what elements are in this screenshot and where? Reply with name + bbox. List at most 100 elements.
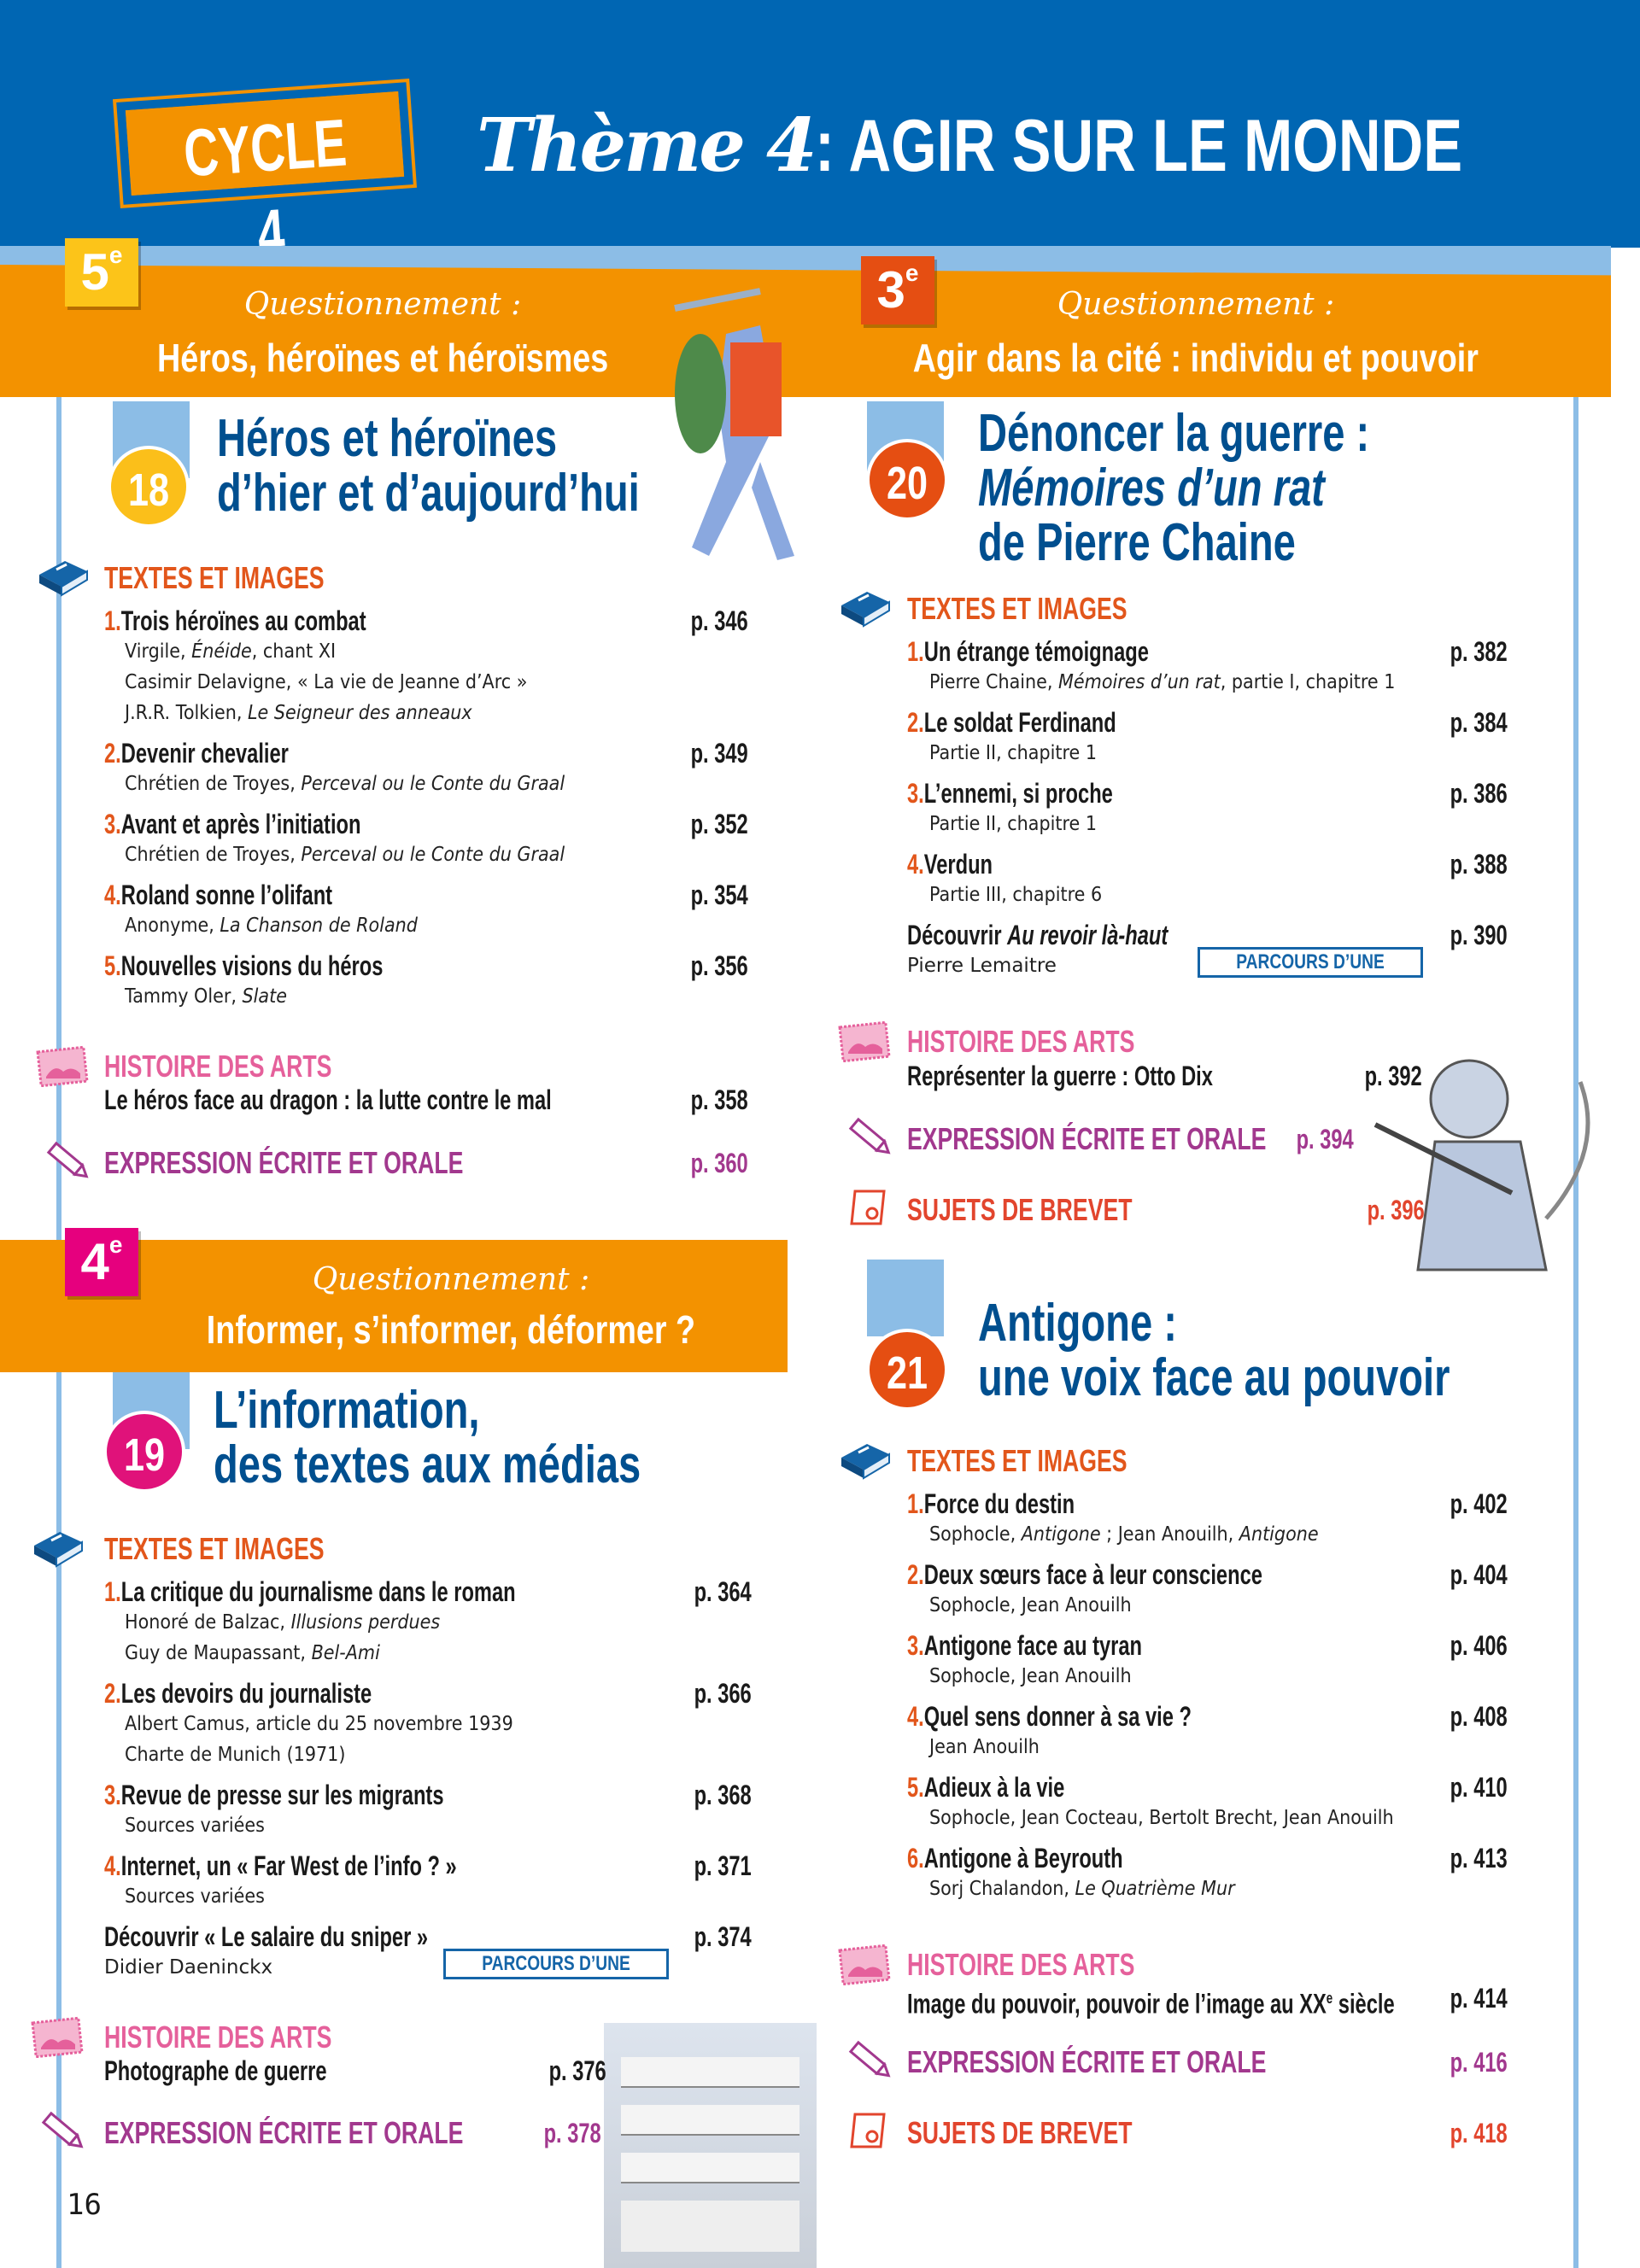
chapter-number: 20 (866, 439, 948, 521)
brevet-heading[interactable]: SUJETS DE BREVET (907, 2116, 1211, 2150)
item-name: Un étrange témoignage (923, 636, 1149, 667)
discover-title[interactable]: Découvrir « Le salaire du sniper » (104, 1921, 542, 1952)
discover-author: Pierre Lemaitre (907, 955, 1057, 977)
item-title[interactable]: 3.Antigone face au tyran (907, 1630, 1225, 1661)
grade-badge-5e: 5e (65, 238, 138, 307)
item-source-text: J.R.R. Tolkien, Le Seigneur des anneaux (125, 698, 472, 728)
source-segment: Partie II, chapitre 1 (929, 813, 1098, 835)
grade-badge-3e: 3e (861, 256, 934, 324)
brevet-heading[interactable]: SUJETS DE BREVET (907, 1193, 1211, 1227)
item-source: Sophocle, Antigone ; Jean Anouilh, Antig… (929, 1519, 1362, 1550)
item-title-text: 1.Force du destin (907, 1488, 1075, 1519)
page-ref[interactable]: p. 354 (577, 880, 748, 910)
page-ref[interactable]: p. 360 (577, 1148, 748, 1178)
item-title[interactable]: 5.Adieux à la vie (907, 1772, 1120, 1803)
page-ref[interactable]: p. 413 (1337, 1843, 1508, 1873)
expression-heading[interactable]: EXPRESSION ÉCRITE ET ORALE (907, 2045, 1392, 2079)
item-source: Sources variées (125, 1881, 280, 1912)
page-ref[interactable]: p. 384 (1337, 707, 1508, 738)
page-ref[interactable]: p. 378 (430, 2118, 601, 2148)
page-ref-text: p. 374 (694, 1921, 752, 1952)
item-number: 4. (907, 849, 924, 880)
page-ref[interactable]: p. 396 (1254, 1195, 1425, 1225)
item-title-text: 2.Devenir chevalier (104, 738, 289, 769)
item-title-text: 3.Antigone face au tyran (907, 1630, 1142, 1661)
arts-heading: HISTOIRE DES ARTS (104, 2020, 412, 2055)
page-ref[interactable]: p. 416 (1337, 2047, 1508, 2078)
item-title[interactable]: 4.Quel sens donner à sa vie ? (907, 1701, 1292, 1732)
item-title[interactable]: 5.Nouvelles visions du héros (104, 950, 481, 981)
item-number: 3. (907, 778, 924, 809)
item-title[interactable]: 1.Trois héroïnes au combat (104, 605, 458, 636)
page-ref[interactable]: p. 404 (1337, 1559, 1508, 1590)
item-title[interactable]: 1.Un étrange témoignage (907, 636, 1233, 667)
pencil-icon (843, 2038, 896, 2081)
source-segment: Slate (242, 985, 287, 1008)
page-ref[interactable]: p. 394 (1183, 1124, 1354, 1154)
item-title[interactable]: 3.Avant et après l’initiation (104, 809, 451, 839)
chapter-title: Héros et héroïnes d’hier et d’aujourd’hui (217, 412, 773, 521)
page-ref[interactable]: p. 349 (577, 738, 748, 769)
item-title[interactable]: 2.Deux sœurs face à leur conscience (907, 1559, 1387, 1590)
item-source: Sophocle, Jean Anouilh (929, 1590, 1154, 1621)
item-title[interactable]: 4.Roland sonne l’olifant (104, 880, 413, 910)
page-ref[interactable]: p. 406 (1337, 1630, 1508, 1661)
item-name: Antigone face au tyran (923, 1630, 1143, 1661)
item-title[interactable]: 1.Force du destin (907, 1488, 1133, 1519)
item-title[interactable]: 6.Antigone à Beyrouth (907, 1843, 1198, 1873)
book-icon (838, 1439, 891, 1482)
arts-title-text: Le héros face au dragon : la lutte contr… (104, 1084, 552, 1115)
questionnement-title: Agir dans la cité : individu et pouvoir (912, 336, 1479, 380)
item-title[interactable]: 1.La critique du journalisme dans le rom… (104, 1576, 660, 1607)
page-ref[interactable]: p. 371 (581, 1850, 752, 1881)
item-title[interactable]: 2.Le soldat Ferdinand (907, 707, 1190, 738)
page-ref[interactable]: p. 402 (1337, 1488, 1508, 1519)
page-ref[interactable]: p. 392 (1251, 1061, 1422, 1091)
page-ref[interactable]: p. 388 (1337, 849, 1508, 880)
source-segment: Anonyme, (125, 915, 220, 937)
item-name: Adieux à la vie (923, 1772, 1065, 1803)
item-title[interactable]: 3.Revue de presse sur les migrants (104, 1780, 563, 1810)
page-ref[interactable]: p. 366 (581, 1678, 752, 1709)
page-ref[interactable]: p. 414 (1337, 1983, 1508, 2014)
expression-heading[interactable]: EXPRESSION ÉCRITE ET ORALE (104, 1146, 589, 1180)
item-title[interactable]: 2.Les devoirs du journaliste (104, 1678, 466, 1709)
page-ref[interactable]: p. 352 (577, 809, 748, 839)
arts-title[interactable]: Représenter la guerre : Otto Dix (907, 1061, 1321, 1091)
page-ref[interactable]: p. 390 (1337, 920, 1508, 950)
page-ref-text: p. 413 (1450, 1843, 1508, 1873)
page-number: 16 (67, 2188, 102, 2222)
chapter-title-line: des textes aux médias (214, 1435, 641, 1494)
page-ref[interactable]: p. 368 (581, 1780, 752, 1810)
page-ref[interactable]: p. 386 (1337, 778, 1508, 809)
page-ref[interactable]: p. 356 (577, 950, 748, 981)
page-ref[interactable]: p. 410 (1337, 1772, 1508, 1803)
page-ref[interactable]: p. 346 (577, 605, 748, 636)
discover-work: Au revoir là-haut (1007, 920, 1168, 950)
item-title[interactable]: 4.Verdun (907, 849, 1022, 880)
page-ref[interactable]: p. 408 (1337, 1701, 1508, 1732)
item-title[interactable]: 2.Devenir chevalier (104, 738, 354, 769)
item-source-text: Pierre Chaine, Mémoires d’un rat, partie… (929, 667, 1395, 698)
page-ref[interactable]: p. 376 (436, 2055, 606, 2086)
discover-title[interactable]: Découvrir Au revoir là-haut (907, 920, 1260, 950)
item-source: Chrétien de Troyes, Perceval ou le Conte… (125, 839, 613, 870)
page-ref[interactable]: p. 382 (1337, 636, 1508, 667)
arts-title[interactable]: Photographe de guerre (104, 2055, 405, 2086)
texts-heading-text: TEXTES ET IMAGES (104, 1531, 325, 1566)
page-ref-text: p. 410 (1450, 1772, 1508, 1803)
item-source: Virgile, Énéide, chant XI (125, 636, 360, 667)
item-title[interactable]: 4.Internet, un « Far West de l’info ? » (104, 1850, 581, 1881)
item-name: Les devoirs du journaliste (120, 1678, 372, 1709)
expression-heading[interactable]: EXPRESSION ÉCRITE ET ORALE (907, 1122, 1392, 1156)
page-ref[interactable]: p. 358 (577, 1084, 748, 1115)
item-title[interactable]: 3.L’ennemi, si proche (907, 778, 1185, 809)
parcours-badge[interactable]: PARCOURS D’UNE ŒUVRE (443, 1949, 669, 1979)
expression-heading[interactable]: EXPRESSION ÉCRITE ET ORALE (104, 2116, 589, 2150)
arts-title[interactable]: Image du pouvoir, pouvoir de l’image au … (907, 1983, 1566, 2020)
page-ref[interactable]: p. 364 (581, 1576, 752, 1607)
parcours-badge[interactable]: PARCOURS D’UNE ŒUVRE (1198, 947, 1423, 978)
arts-title[interactable]: Le héros face au dragon : la lutte contr… (104, 1084, 709, 1115)
page-ref[interactable]: p. 374 (581, 1921, 752, 1952)
page-ref[interactable]: p. 418 (1337, 2118, 1508, 2148)
